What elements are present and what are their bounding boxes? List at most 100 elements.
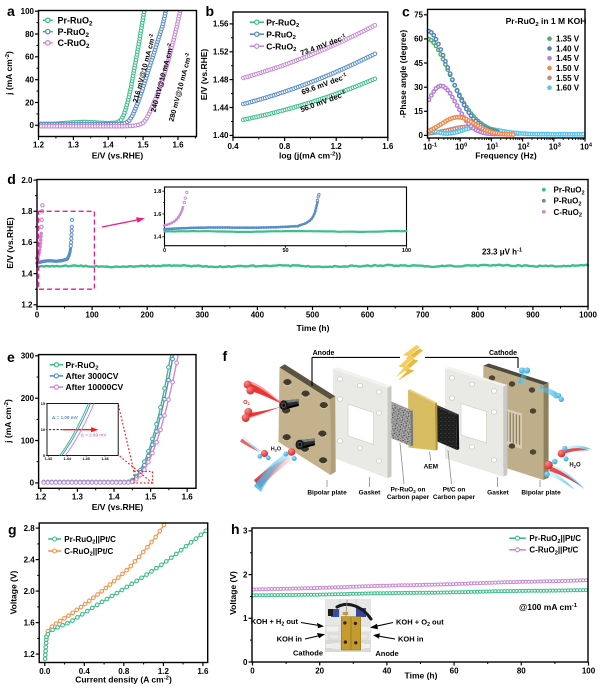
svg-text:104​: 104​: [580, 143, 593, 152]
svg-text:Cathode: Cathode: [489, 350, 517, 357]
svg-text:H2​O: H2​O: [271, 447, 282, 453]
svg-text:1.45 V: 1.45 V: [556, 54, 580, 63]
svg-text:Anode: Anode: [375, 649, 398, 658]
svg-text:c: c: [402, 4, 410, 20]
svg-text:1.4: 1.4: [21, 269, 33, 278]
svg-text:Pr-RuO2​ on: Pr-RuO2​ on: [390, 487, 425, 494]
svg-text:Δ = 2.99 mV: Δ = 2.99 mV: [81, 433, 108, 438]
svg-text:30: 30: [414, 83, 423, 92]
svg-text:1.2: 1.2: [21, 301, 33, 310]
svg-text:Pr-RuO2​: Pr-RuO2​: [58, 16, 94, 28]
svg-text:Voltage (V): Voltage (V): [228, 571, 238, 615]
svg-text:101​: 101​: [486, 143, 498, 152]
svg-text:2.4: 2.4: [24, 555, 36, 564]
svg-text:O2​: O2​: [243, 400, 249, 406]
svg-text:b: b: [206, 3, 215, 19]
svg-text:1.8: 1.8: [154, 189, 162, 195]
svg-text:1.6: 1.6: [154, 212, 162, 218]
svg-text:1.6: 1.6: [24, 618, 36, 627]
svg-text:Δ = 1.09 mV: Δ = 1.09 mV: [52, 415, 79, 420]
svg-text:0: 0: [419, 131, 424, 140]
svg-text:0: 0: [35, 311, 40, 320]
svg-text:KOH + H2​ out: KOH + H2​ out: [251, 617, 299, 628]
svg-text:100: 100: [402, 248, 411, 254]
svg-text:j (mA cm-2​): j (mA cm-2​): [4, 51, 14, 96]
svg-text:Anode: Anode: [313, 350, 335, 357]
svg-text:0: 0: [163, 248, 166, 254]
svg-text:1.6: 1.6: [21, 238, 33, 247]
svg-text:j (mA cm-2​): j (mA cm-2​): [3, 399, 13, 444]
svg-text:0.8: 0.8: [118, 667, 130, 676]
svg-text:E/V (vs.RHE): E/V (vs.RHE): [92, 151, 144, 161]
svg-text:15: 15: [41, 402, 45, 406]
svg-text:f: f: [223, 348, 228, 364]
svg-text:1.43: 1.43: [45, 457, 52, 461]
svg-text:60: 60: [414, 35, 423, 44]
svg-text:400: 400: [251, 311, 265, 320]
svg-text:1.48: 1.48: [213, 75, 229, 84]
svg-text:KOH + O2​ out: KOH + O2​ out: [396, 618, 444, 629]
svg-text:E/V (vs.RHE): E/V (vs.RHE): [5, 217, 15, 269]
svg-text:h: h: [231, 521, 240, 537]
svg-text:1000: 1000: [579, 311, 597, 320]
svg-text:1.44: 1.44: [64, 457, 72, 461]
svg-text:e: e: [7, 349, 15, 365]
svg-text:1.4: 1.4: [103, 141, 115, 150]
svg-text:100: 100: [21, 7, 35, 16]
svg-text:103​: 103​: [549, 143, 561, 152]
svg-text:1.35 V: 1.35 V: [556, 35, 580, 44]
svg-text:After 3000CV: After 3000CV: [66, 371, 119, 381]
svg-text:300: 300: [196, 311, 210, 320]
svg-text:0: 0: [243, 658, 248, 667]
svg-text:45: 45: [414, 59, 423, 68]
svg-text:80: 80: [517, 667, 526, 676]
svg-text:23.3 μV h-1​: 23.3 μV h-1​: [482, 248, 522, 257]
svg-text:H2​: H2​: [540, 386, 547, 392]
svg-text:1.5: 1.5: [145, 492, 157, 501]
svg-text:1: 1: [243, 614, 248, 623]
svg-text:Bipolar plate: Bipolar plate: [307, 490, 347, 497]
svg-text:600: 600: [361, 311, 375, 320]
svg-text:0.4: 0.4: [227, 142, 239, 151]
svg-text:20: 20: [315, 667, 324, 676]
svg-text:C-RuO2​: C-RuO2​: [58, 38, 91, 50]
svg-text:1.2: 1.2: [35, 492, 47, 501]
svg-text:100: 100: [85, 311, 99, 320]
svg-text:1.4: 1.4: [154, 235, 163, 241]
svg-text:Pr-RuO2​ in 1 M KOH: Pr-RuO2​ in 1 M KOH: [506, 16, 587, 28]
svg-text:E/V (vs.RHE): E/V (vs.RHE): [92, 502, 144, 512]
svg-text:C-RuO2​: C-RuO2​: [266, 41, 297, 53]
svg-text:60: 60: [25, 53, 34, 62]
svg-text:1.44: 1.44: [213, 103, 229, 112]
svg-text:After 10000CV: After 10000CV: [66, 382, 124, 392]
svg-text:C-RuO2​: C-RuO2​: [554, 208, 582, 219]
svg-text:Cathode: Cathode: [293, 649, 323, 658]
svg-text:200: 200: [141, 311, 155, 320]
svg-text:0.8: 0.8: [279, 142, 291, 151]
svg-text:2: 2: [243, 570, 248, 579]
svg-text:@100 mA cm-1​: @100 mA cm-1​: [519, 602, 578, 612]
svg-text:H2​O: H2​O: [569, 463, 581, 469]
svg-text:Gasket: Gasket: [487, 490, 510, 497]
svg-text:Carbon paper: Carbon paper: [433, 494, 476, 501]
svg-text:1.55 V: 1.55 V: [556, 74, 580, 83]
svg-text:P-RuO2​: P-RuO2​: [58, 27, 90, 39]
svg-text:1.40: 1.40: [213, 131, 229, 140]
svg-text:200: 200: [21, 394, 35, 403]
svg-text:100​: 100​: [455, 143, 467, 152]
svg-text:E/V (vs.RHE): E/V (vs.RHE): [199, 49, 209, 101]
svg-text:5: 5: [43, 454, 45, 458]
svg-text:2.0: 2.0: [24, 587, 36, 596]
svg-text:1.8: 1.8: [21, 207, 33, 216]
svg-text:1.5: 1.5: [138, 141, 150, 150]
svg-text:1.3: 1.3: [68, 141, 80, 150]
svg-text:Pr-RuO2​: Pr-RuO2​: [66, 360, 100, 372]
svg-text:d: d: [7, 171, 16, 187]
svg-text:80: 80: [25, 30, 34, 39]
svg-text:Pr-RuO2​: Pr-RuO2​: [266, 17, 300, 29]
svg-text:1.6: 1.6: [172, 141, 184, 150]
svg-text:log (j(mA cm-2​)): log (j(mA cm-2​)): [279, 151, 341, 161]
svg-text:20: 20: [25, 98, 34, 107]
svg-text:1.46: 1.46: [101, 457, 108, 461]
svg-text:40: 40: [25, 76, 34, 85]
